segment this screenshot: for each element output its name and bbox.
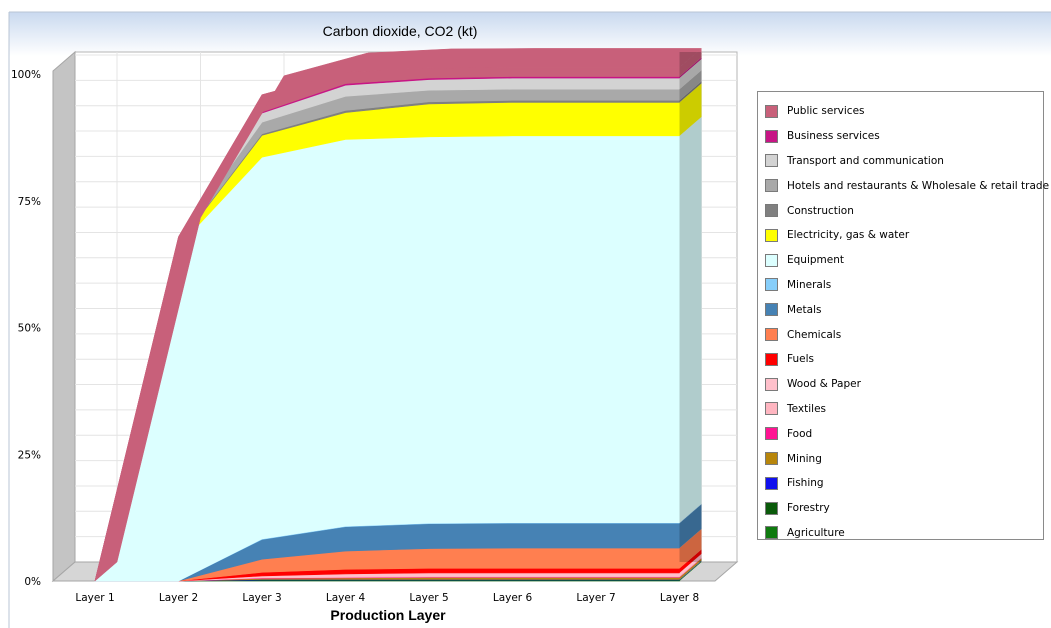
legend-item: Electricity, gas & water [765,223,1043,248]
legend-item: Construction [765,198,1043,223]
legend-item: Food [765,421,1043,446]
legend-swatch [765,303,778,317]
legend-swatch [765,253,778,267]
x-tick-label: Layer 8 [660,592,699,604]
legend-label: Transport and communication [787,154,944,167]
legend: Public services Business services Transpor… [757,91,1049,540]
x-axis-ticks: Layer 1 Layer 2 Layer 3 Layer 4 Layer 5 Layer… [75,592,699,604]
left-wall [52,50,76,583]
legend-swatch [765,501,778,515]
legend-item: Public services [765,99,1043,124]
legend-item: Chemicals [765,322,1043,347]
legend-label: Agriculture [787,526,845,539]
side-face-food [679,557,702,578]
legend-swatch [765,278,778,292]
legend-label: Textiles [787,402,827,415]
legend-label: Electricity, gas & water [787,229,910,242]
legend-label: Mining [787,452,822,465]
legend-item: Equipment [765,248,1043,273]
side-face-public-services [679,48,702,77]
side-face-business-services [679,57,702,79]
legend-swatch [765,526,778,540]
legend-swatch [765,129,778,143]
legend-swatch [765,154,778,168]
y-tick-label: 25% [18,449,41,461]
side-face-wood-paper [679,553,702,576]
legend-label: Equipment [787,254,844,267]
legend-swatch [765,179,778,193]
legend-item: Wood & Paper [765,372,1043,397]
legend-swatch [765,427,778,441]
chart-title: Carbon dioxide, CO2 (kt) [323,23,478,39]
legend-item: Minerals [765,273,1043,298]
legend-swatch [765,352,778,366]
legend-label: Minerals [787,278,832,291]
y-axis-ticks: 0% 25% 50% 75% 100% [11,69,41,588]
side-face-fuels [679,549,702,573]
legend-item: Forestry [765,496,1043,521]
y-tick-label: 0% [24,576,41,588]
legend-label: Public services [787,105,865,118]
legend-item: Transport and communication [765,149,1043,174]
x-tick-label: Layer 2 [159,592,198,604]
legend-item: Textiles [765,397,1043,422]
side-face-textiles [679,556,702,577]
legend-swatch [765,476,778,490]
x-tick-label: Layer 1 [75,592,114,604]
legend-label: Hotels and restaurants & Wholesale & ret… [787,179,1050,192]
legend-swatch [765,104,778,118]
legend-label: Fuels [787,353,814,366]
legend-item: Mining [765,446,1043,471]
side-face-electricity-gas-water [679,83,702,136]
legend-swatch [765,204,778,218]
side-face-minerals [679,503,702,524]
legend-label: Construction [787,204,854,217]
legend-swatch [765,377,778,391]
legend-label: Food [787,427,813,440]
side-face-transport-and-communication [679,59,702,90]
x-tick-label: Layer 5 [409,592,448,604]
side-face-construction [679,81,702,103]
side-face-forestry [679,560,702,581]
y-tick-label: 50% [18,323,41,335]
legend-item: Fishing [765,471,1043,496]
legend-swatch [765,328,778,342]
side-face-chemicals [679,529,702,569]
side-face-mining [679,558,702,580]
legend-swatch [765,402,778,416]
legend-item: Business services [765,124,1043,149]
y-tick-label: 100% [11,69,41,81]
legend-item: Fuels [765,347,1043,372]
stacked-areas [94,48,703,582]
x-tick-label: Layer 4 [326,592,366,604]
x-tick-label: Layer 3 [242,592,281,604]
legend-item: Hotels and restaurants & Wholesale & ret… [765,173,1049,198]
side-face-agriculture [679,561,702,581]
legend-label: Metals [787,303,822,316]
side-face-equipment [679,116,702,523]
x-axis-title: Production Layer [330,607,446,623]
legend-label: Business services [787,130,880,143]
side-face-fishing [679,560,702,580]
legend-label: Forestry [787,502,830,515]
side-shade [679,52,702,562]
x-tick-label: Layer 6 [493,592,533,604]
legend-label: Wood & Paper [787,378,861,391]
legend-item: Agriculture [765,521,1043,546]
legend-swatch [765,228,778,242]
y-tick-label: 75% [18,196,41,208]
side-face-hotels-and-restaurants-wholesale-retail-trade [679,70,702,101]
legend-label: Fishing [787,477,824,490]
legend-swatch [765,452,778,466]
legend-label: Chemicals [787,328,842,341]
x-tick-label: Layer 7 [576,592,615,604]
side-face-metals [679,504,702,549]
legend-item: Metals [765,297,1043,322]
right-side-faces [679,48,702,581]
